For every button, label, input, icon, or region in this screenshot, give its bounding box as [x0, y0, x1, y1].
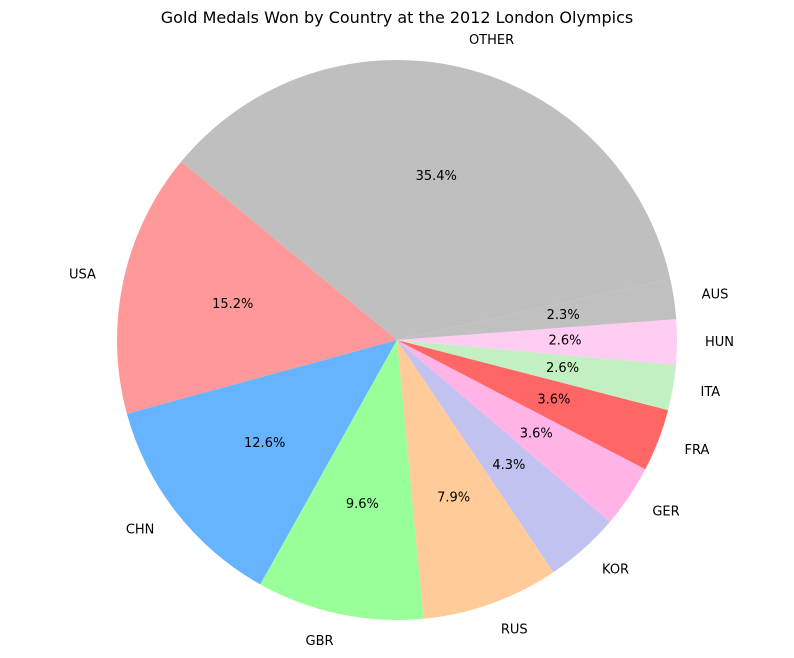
slice-label-ger: GER [652, 505, 679, 520]
pie-slice-usa [117, 161, 398, 414]
pie-slice-kor [397, 340, 610, 573]
pie-slice-gbr [260, 340, 424, 621]
slice-pct-gbr: 9.6% [346, 497, 379, 512]
slice-pct-ita: 2.6% [546, 361, 579, 376]
slice-label-chn: CHN [126, 522, 155, 537]
slice-label-rus: RUS [501, 622, 528, 637]
pie-slice-other [181, 60, 671, 341]
slice-pct-kor: 4.3% [492, 458, 525, 473]
slice-pct-ger: 3.6% [520, 426, 553, 441]
slice-label-aus: AUS [702, 287, 729, 302]
slice-pct-fra: 3.6% [537, 393, 570, 408]
slice-label-usa: USA [69, 268, 96, 283]
slice-label-other: OTHER [469, 33, 514, 48]
pie-slice-chn [126, 340, 397, 585]
pie-slice-ita [397, 340, 676, 411]
slice-label-ita: ITA [700, 385, 720, 400]
slice-label-hun: HUN [705, 335, 734, 350]
slice-pct-aus: 2.3% [547, 308, 580, 323]
pie-slice-aus [397, 279, 677, 340]
slice-label-fra: FRA [685, 443, 710, 458]
pie-slice-rus [397, 340, 554, 619]
slice-pct-rus: 7.9% [437, 491, 470, 506]
slice-pct-chn: 12.6% [244, 436, 285, 451]
pie-slice-fra [397, 340, 669, 470]
slice-pct-other: 35.4% [416, 169, 457, 184]
slice-pct-hun: 2.6% [548, 334, 581, 349]
chart-title: Gold Medals Won by Country at the 2012 L… [160, 8, 634, 27]
slice-pct-usa: 15.2% [212, 297, 253, 312]
pie-slice-ger [397, 340, 646, 522]
slice-label-kor: KOR [602, 562, 629, 577]
pie-slice-hun [397, 319, 678, 365]
slice-label-gbr: GBR [306, 634, 334, 649]
